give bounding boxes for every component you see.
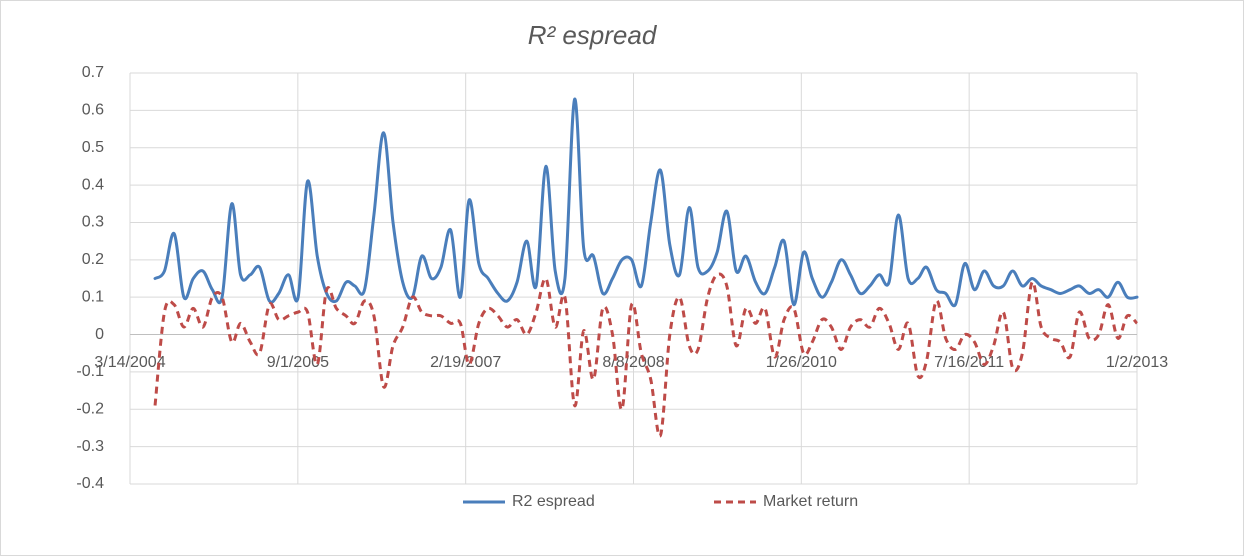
y-tick-label: 0.2 xyxy=(82,251,104,268)
x-tick-label: 1/2/2013 xyxy=(1106,354,1168,371)
x-tick-label: 2/19/2007 xyxy=(430,354,501,371)
x-tick-label: 8/8/2008 xyxy=(602,354,664,371)
legend-label: Market return xyxy=(763,493,858,510)
y-tick-label: 0 xyxy=(95,326,104,343)
y-tick-label: 0.3 xyxy=(82,214,104,231)
y-tick-label: 0.6 xyxy=(82,102,104,119)
y-tick-label: 0.5 xyxy=(82,139,104,156)
y-tick-label: -0.1 xyxy=(76,363,104,380)
legend-label: R2 espread xyxy=(512,493,595,510)
chart-title: R² espread xyxy=(528,20,658,50)
x-tick-label: 3/14/2004 xyxy=(94,354,165,371)
y-tick-label: 0.1 xyxy=(82,288,104,305)
x-tick-label: 1/26/2010 xyxy=(766,354,837,371)
y-tick-label: 0.7 xyxy=(82,64,104,81)
series-line xyxy=(153,97,1139,308)
y-tick-label: -0.3 xyxy=(76,438,104,455)
series-line xyxy=(153,272,1139,438)
y-tick-label: -0.2 xyxy=(76,400,104,417)
y-tick-label: 0.4 xyxy=(82,176,104,193)
x-tick-label: 9/1/2005 xyxy=(267,354,329,371)
y-tick-label: -0.4 xyxy=(76,475,104,492)
x-tick-label: 7/16/2011 xyxy=(934,354,1004,371)
